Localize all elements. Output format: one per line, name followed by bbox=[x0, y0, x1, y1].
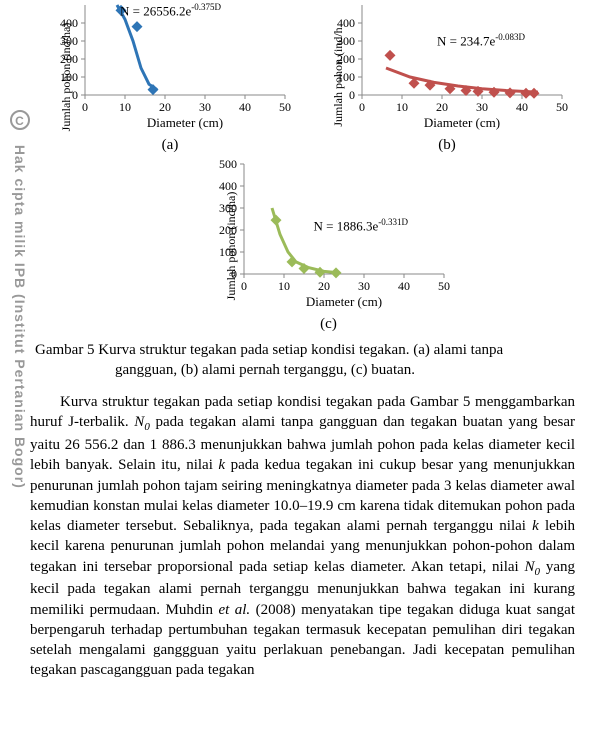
svg-text:40: 40 bbox=[398, 279, 410, 293]
svg-text:40: 40 bbox=[239, 100, 251, 114]
chart-b-equation: N = 234.7e-0.083D bbox=[437, 32, 525, 49]
chart-a-label: (a) bbox=[40, 137, 300, 154]
chart-b-label: (b) bbox=[317, 137, 577, 154]
chart-c-equation: N = 1886.3e-0.331D bbox=[314, 217, 409, 234]
svg-text:0: 0 bbox=[359, 100, 365, 114]
svg-text:20: 20 bbox=[159, 100, 171, 114]
chart-a-equation: N = 26556.2e-0.375D bbox=[120, 2, 221, 19]
caption-line1: Gambar 5 Kurva struktur tegakan pada set… bbox=[35, 342, 503, 358]
watermark: C Hak cipta milik IPB (Institut Pertania… bbox=[10, 110, 30, 489]
watermark-text: Hak cipta milik IPB (Institut Pertanian … bbox=[12, 145, 28, 489]
svg-text:10: 10 bbox=[119, 100, 131, 114]
chart-c: Jumlah pohon (ind/ha) N = 1886.3e-0.331D… bbox=[199, 159, 459, 333]
figure-caption: Gambar 5 Kurva struktur tegakan pada set… bbox=[0, 333, 597, 380]
svg-text:10: 10 bbox=[278, 279, 290, 293]
svg-text:500: 500 bbox=[219, 159, 237, 171]
svg-text:Diameter (cm): Diameter (cm) bbox=[305, 294, 381, 309]
svg-text:0: 0 bbox=[82, 100, 88, 114]
chart-a-ylabel: Jumlah pohon (ind/ha) bbox=[59, 23, 74, 132]
chart-c-ylabel: Jumlah pohon (ind/ha) bbox=[223, 192, 238, 301]
svg-text:30: 30 bbox=[199, 100, 211, 114]
chart-c-label: (c) bbox=[199, 316, 459, 333]
svg-text:0: 0 bbox=[241, 279, 247, 293]
chart-b: Jumlah pohon (ind/h N = 234.7e-0.083D 0 1… bbox=[317, 0, 577, 154]
svg-text:Diameter (cm): Diameter (cm) bbox=[147, 115, 223, 130]
svg-text:40: 40 bbox=[516, 100, 528, 114]
svg-text:0: 0 bbox=[349, 88, 355, 102]
svg-text:Diameter (cm): Diameter (cm) bbox=[424, 115, 500, 130]
svg-text:20: 20 bbox=[318, 279, 330, 293]
svg-text:50: 50 bbox=[279, 100, 291, 114]
copyright-icon: C bbox=[10, 110, 30, 130]
svg-text:30: 30 bbox=[358, 279, 370, 293]
chart-a-svg: 010020030040001020304050Diameter (cm) bbox=[40, 0, 300, 135]
svg-text:10: 10 bbox=[396, 100, 408, 114]
svg-text:20: 20 bbox=[436, 100, 448, 114]
caption-line2: gangguan, (b) alami pernah terganggu, (c… bbox=[35, 361, 567, 381]
chart-b-svg: 010020030040001020304050Diameter (cm) bbox=[317, 0, 577, 135]
chart-b-ylabel: Jumlah pohon (ind/h bbox=[331, 27, 346, 126]
body-paragraph: Kurva struktur tegakan pada setiap kondi… bbox=[0, 380, 597, 681]
svg-text:50: 50 bbox=[556, 100, 568, 114]
chart-c-wrap: Jumlah pohon (ind/ha) N = 1886.3e-0.331D… bbox=[0, 159, 597, 333]
chart-a: Jumlah pohon (ind/ha) N = 26556.2e-0.375… bbox=[40, 0, 300, 154]
svg-text:50: 50 bbox=[438, 279, 450, 293]
charts-row-top: Jumlah pohon (ind/ha) N = 26556.2e-0.375… bbox=[0, 0, 597, 154]
svg-text:30: 30 bbox=[476, 100, 488, 114]
